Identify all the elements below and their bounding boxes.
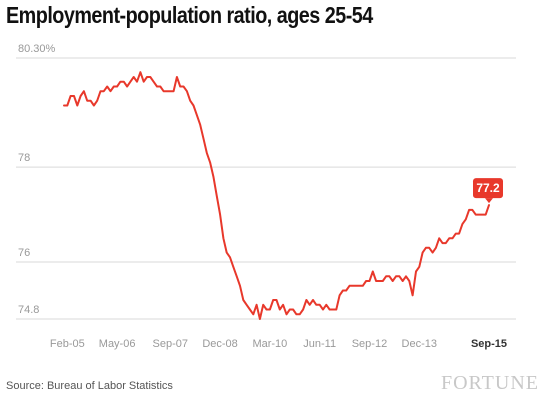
- y-tick-label: 76: [18, 247, 30, 259]
- x-tick-label: Dec-13: [402, 338, 437, 350]
- x-tick-label: May-06: [99, 338, 136, 350]
- last-value-badge: [473, 178, 503, 199]
- series-layer: [63, 71, 490, 320]
- y-tick-label: 74.8: [18, 304, 39, 316]
- chart-title: Employment-population ratio, ages 25-54: [6, 2, 373, 28]
- x-tick-label: Mar-10: [252, 338, 287, 350]
- y-axis-ticks: 80.30% 78 76 74.8: [18, 43, 56, 316]
- brand-logo: FORTUNE: [440, 372, 539, 394]
- x-tick-label: Feb-05: [50, 338, 85, 350]
- series-line: [63, 71, 490, 320]
- y-tick-label: 78: [18, 152, 30, 164]
- x-tick-label: Sep-12: [352, 338, 387, 350]
- last-value-label: 77.2: [476, 181, 500, 195]
- annotations: 77.2: [473, 178, 503, 204]
- x-tick-label: Jun-11: [303, 338, 336, 350]
- x-tick-label: Sep-07: [153, 338, 188, 350]
- x-axis-ticks: Feb-05 May-06 Sep-07 Dec-08 Mar-10 Jun-11 Sep-…: [50, 338, 507, 350]
- x-tick-label: Dec-08: [202, 338, 237, 350]
- badge-pointer: [485, 198, 493, 204]
- y-tick-label: 80.30%: [18, 43, 56, 55]
- source-note: Source: Bureau of Labor Statistics: [6, 380, 173, 392]
- grid-lines: [16, 57, 516, 320]
- x-tick-label: Sep-15: [471, 338, 507, 350]
